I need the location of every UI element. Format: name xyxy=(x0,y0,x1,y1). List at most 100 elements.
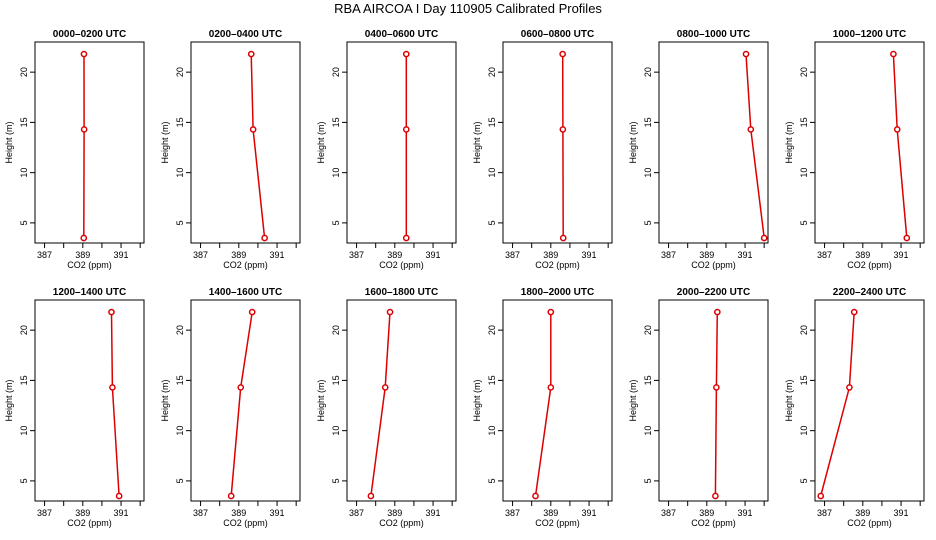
x-tick-label: 387 xyxy=(817,508,832,518)
data-point xyxy=(747,126,755,133)
x-tick-label: 387 xyxy=(661,508,676,518)
x-axis-label: CO2 (ppm) xyxy=(223,518,268,528)
profile-line xyxy=(250,54,266,239)
x-tick-label: 389 xyxy=(699,250,714,260)
panel-title: 0200–0400 UTC xyxy=(209,29,282,40)
y-axis-label: Height (m) xyxy=(316,379,326,421)
panel-title: 1600–1800 UTC xyxy=(365,287,438,298)
y-tick-label: 10 xyxy=(643,426,653,436)
data-point xyxy=(760,234,768,242)
x-tick-label: 389 xyxy=(231,508,246,518)
y-tick-label: 5 xyxy=(19,478,29,483)
y-tick-label: 20 xyxy=(643,325,653,335)
panel-title: 1000–1200 UTC xyxy=(833,29,906,40)
y-tick-label: 15 xyxy=(799,375,809,385)
x-tick-label: 391 xyxy=(894,250,909,260)
plot-frame xyxy=(346,41,457,244)
y-tick-label: 5 xyxy=(331,478,341,483)
profile-line xyxy=(892,54,908,239)
x-tick-label: 387 xyxy=(349,508,364,518)
panel-title: 1200–1400 UTC xyxy=(53,287,126,298)
data-point xyxy=(367,492,375,500)
x-tick-label: 389 xyxy=(387,250,402,260)
y-axis-label: Height (m) xyxy=(160,379,170,421)
x-tick-label: 387 xyxy=(37,250,52,260)
data-point xyxy=(559,126,567,133)
plot-frame xyxy=(34,299,145,502)
x-tick-label: 387 xyxy=(193,508,208,518)
plot-frame xyxy=(814,299,925,502)
x-tick-label: 389 xyxy=(75,508,90,518)
y-tick-label: 10 xyxy=(487,426,497,436)
data-point xyxy=(381,384,389,391)
y-tick-label: 20 xyxy=(175,325,185,335)
data-point xyxy=(893,126,901,133)
profile-line xyxy=(745,54,765,239)
plot-frame xyxy=(814,41,925,244)
x-tick-label: 387 xyxy=(37,508,52,518)
profile-line xyxy=(110,312,120,497)
data-point xyxy=(402,126,410,133)
plot-frame xyxy=(346,299,457,502)
y-tick-label: 15 xyxy=(19,375,29,385)
y-tick-label: 10 xyxy=(19,168,29,178)
plot-frame xyxy=(34,41,145,244)
x-axis-label: CO2 (ppm) xyxy=(847,518,892,528)
y-tick-label: 5 xyxy=(175,478,185,483)
panel-title: 2000–2200 UTC xyxy=(677,287,750,298)
data-point xyxy=(249,126,257,133)
panel-title: 0800–1000 UTC xyxy=(677,29,750,40)
y-tick-label: 10 xyxy=(175,426,185,436)
y-axis-label: Height (m) xyxy=(160,121,170,163)
x-axis-label: CO2 (ppm) xyxy=(67,518,112,528)
y-tick-label: 15 xyxy=(331,117,341,127)
x-tick-label: 389 xyxy=(855,508,870,518)
x-tick-label: 391 xyxy=(270,250,285,260)
panel-title: 1800–2000 UTC xyxy=(521,287,594,298)
y-tick-label: 10 xyxy=(175,168,185,178)
y-axis-label: Height (m) xyxy=(784,121,794,163)
x-tick-label: 391 xyxy=(426,250,441,260)
x-axis-label: CO2 (ppm) xyxy=(535,260,580,270)
data-point xyxy=(712,492,719,500)
x-axis-label: CO2 (ppm) xyxy=(379,260,424,270)
page-title: RBA AIRCOA I Day 110905 Calibrated Profi… xyxy=(334,1,602,16)
x-tick-label: 387 xyxy=(193,250,208,260)
x-axis-label: CO2 (ppm) xyxy=(847,260,892,270)
data-point xyxy=(559,50,567,58)
y-tick-label: 15 xyxy=(331,375,341,385)
data-point xyxy=(80,234,88,242)
x-tick-label: 389 xyxy=(75,250,90,260)
y-tick-label: 20 xyxy=(331,325,341,335)
plot-frame xyxy=(658,299,769,502)
x-tick-label: 391 xyxy=(270,508,285,518)
x-tick-label: 391 xyxy=(426,508,441,518)
profile-line xyxy=(714,312,719,497)
profile-line xyxy=(534,312,552,497)
data-point xyxy=(846,384,853,391)
y-tick-label: 5 xyxy=(175,220,185,225)
y-tick-label: 15 xyxy=(799,117,809,127)
panel-title: 2200–2400 UTC xyxy=(833,287,906,298)
y-tick-label: 5 xyxy=(643,220,653,225)
x-tick-label: 387 xyxy=(817,250,832,260)
profile-line xyxy=(819,312,855,497)
data-point xyxy=(817,492,825,500)
y-tick-label: 20 xyxy=(331,67,341,77)
data-point xyxy=(402,234,410,242)
y-tick-label: 20 xyxy=(19,325,29,335)
y-tick-label: 10 xyxy=(331,168,341,178)
y-tick-label: 15 xyxy=(175,117,185,127)
y-tick-label: 15 xyxy=(19,117,29,127)
data-point xyxy=(402,50,410,58)
data-point xyxy=(109,384,116,391)
y-axis-label: Height (m) xyxy=(628,379,638,421)
y-tick-label: 20 xyxy=(487,67,497,77)
data-point xyxy=(547,308,555,316)
y-tick-label: 5 xyxy=(643,478,653,483)
x-axis-label: CO2 (ppm) xyxy=(535,518,580,528)
y-axis-label: Height (m) xyxy=(628,121,638,163)
